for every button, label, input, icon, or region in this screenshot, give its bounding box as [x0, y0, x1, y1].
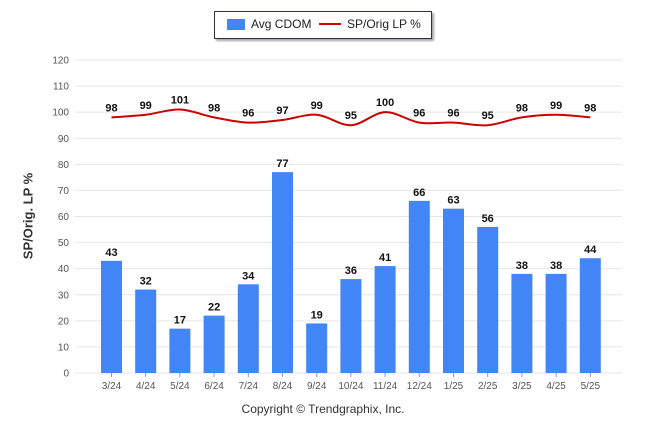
line-data-label: 96: [413, 108, 425, 120]
legend-item-line[interactable]: SP/Orig LP %: [319, 17, 421, 31]
bar-data-label: 32: [140, 276, 152, 288]
line-data-label: 99: [550, 100, 562, 112]
legend-item-bar[interactable]: Avg CDOM: [227, 17, 311, 31]
bar: [135, 289, 157, 373]
y-tick-label: 90: [58, 134, 70, 145]
x-axis-ticks: 3/24 4/24 5/24 6/24 7/24 8/24 9/24 10/24 11/24 12…: [102, 373, 601, 392]
y-tick-label: 70: [58, 186, 70, 197]
y-tick-label: 30: [58, 290, 70, 301]
line-data-label: 95: [345, 110, 357, 122]
x-tick-label: 11/24: [373, 381, 398, 392]
bar-data-label: 44: [584, 244, 597, 256]
y-tick-label: 110: [53, 82, 69, 93]
x-tick-label: 10/24: [338, 381, 363, 392]
line-data-label: 99: [311, 100, 323, 112]
line-data-label: 96: [242, 108, 254, 120]
line-data-label: 98: [208, 102, 220, 114]
bar-data-label: 36: [345, 265, 357, 277]
y-tick-label: 40: [58, 264, 70, 275]
legend-line-label: SP/Orig LP %: [347, 17, 421, 31]
bar: [237, 284, 259, 373]
x-tick-label: 8/24: [273, 381, 293, 392]
bar: [477, 226, 499, 373]
bar: [272, 172, 293, 373]
bar-series: [101, 172, 601, 373]
copyright-text: Copyright © Trendgraphix, Inc.: [241, 402, 405, 416]
line-data-label: 100: [376, 97, 394, 109]
bar-data-label: 22: [208, 302, 220, 314]
bar: [443, 208, 464, 373]
bar-data-label: 38: [550, 260, 562, 272]
bar: [101, 260, 122, 373]
bar: [374, 266, 396, 373]
bar-data-label: 77: [276, 158, 288, 170]
x-tick-label: 9/24: [307, 381, 327, 392]
x-tick-label: 2/25: [478, 381, 498, 392]
bar: [511, 273, 533, 373]
x-tick-label: 1/25: [444, 381, 464, 392]
x-tick-label: 5/24: [170, 381, 190, 392]
y-tick-label: 20: [58, 316, 70, 327]
line-data-label: 98: [584, 102, 596, 114]
bar: [545, 273, 567, 373]
y-tick-label: 0: [63, 369, 69, 380]
y-tick-label: 50: [58, 238, 70, 249]
y-tick-label: 10: [58, 342, 70, 353]
bar: [203, 315, 225, 373]
x-tick-label: 5/25: [581, 381, 601, 392]
y-tick-label: 120: [52, 56, 69, 67]
x-tick-label: 7/24: [239, 381, 259, 392]
x-tick-label: 6/24: [204, 381, 224, 392]
y-tick-label: 100: [52, 108, 69, 119]
line-series: [111, 108, 591, 127]
bar-data-label: 19: [311, 309, 323, 321]
line-data-label: 98: [516, 102, 528, 114]
x-tick-label: 12/24: [407, 381, 432, 392]
y-tick-label: 60: [58, 212, 70, 223]
line-data-label: 99: [140, 100, 152, 112]
bar-data-label: 43: [105, 247, 117, 259]
line-data-label: 101: [171, 95, 189, 107]
x-tick-label: 3/24: [102, 381, 122, 392]
line-data-label: 97: [276, 105, 288, 117]
bar-data-label: 41: [379, 252, 391, 264]
bar-data-label: 63: [447, 195, 459, 207]
bar: [579, 258, 601, 373]
y-axis-label: SP/Orig. LP %: [20, 172, 36, 260]
legend: Avg CDOM SP/Orig LP %: [214, 11, 432, 39]
bar: [408, 200, 430, 373]
bar-data-label: 38: [516, 260, 528, 272]
legend-bar-label: Avg CDOM: [251, 17, 312, 31]
y-tick-label: 80: [58, 160, 70, 171]
line-swatch: [319, 23, 341, 25]
x-tick-label: 3/25: [512, 381, 532, 392]
bar-data-labels: 43 32 17 22 34 77 19 36 41 66 63 56 38 38 44: [105, 158, 597, 326]
bar-data-label: 34: [242, 270, 255, 282]
bar: [340, 279, 362, 373]
x-tick-label: 4/24: [136, 381, 156, 392]
bar-data-label: 56: [482, 213, 494, 225]
bar: [169, 328, 191, 373]
bar-data-label: 17: [174, 315, 186, 327]
line-data-label: 95: [482, 110, 494, 122]
bar: [306, 323, 328, 373]
x-tick-label: 4/25: [546, 381, 566, 392]
gridlines: [75, 59, 622, 374]
bar-data-label: 66: [413, 187, 425, 199]
line-data-label: 96: [447, 108, 459, 120]
line-data-label: 98: [105, 102, 117, 114]
y-axis-ticks: 0 10 20 30 40 50 60 70 80 90 100 110 120: [52, 56, 69, 380]
bar-swatch: [227, 18, 245, 30]
line-data-labels: 98 99 101 98 96 97 99 95 100 96 96 95 98 99 98: [105, 95, 596, 123]
